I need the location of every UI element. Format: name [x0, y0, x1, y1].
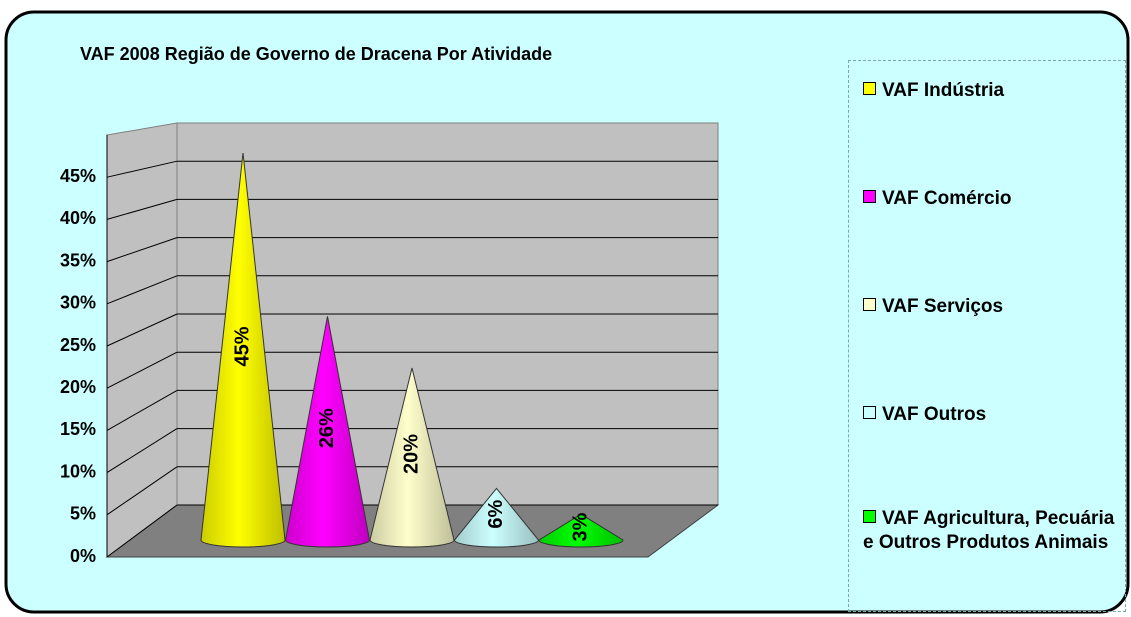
data-label: 20%: [400, 434, 422, 474]
grid-line: [106, 198, 178, 220]
legend-label: VAF Comércio: [882, 188, 1012, 209]
grid-line: [106, 160, 178, 178]
grid-line: [106, 504, 178, 558]
data-label: 6%: [485, 500, 507, 529]
grid-line: [106, 466, 178, 516]
grid-line: [106, 351, 178, 389]
y-tick-label: 0%: [70, 546, 96, 566]
grid-line: [106, 428, 178, 474]
cone: [200, 152, 286, 548]
legend-entry: VAF Comércio: [863, 187, 1118, 211]
data-label: 45%: [231, 326, 253, 366]
y-tick-label: 45%: [60, 166, 96, 186]
grid-line: [106, 313, 178, 347]
cone: [453, 487, 540, 548]
grid-line: [106, 275, 178, 305]
grid-line: [106, 237, 178, 263]
legend-label: VAF Indústria: [882, 80, 1005, 101]
legend-entry: VAF Agricultura, Pecuária e Outros Produ…: [863, 507, 1118, 555]
y-tick-label: 15%: [60, 419, 96, 439]
y-tick-label: 10%: [60, 461, 96, 481]
y-tick-label: 5%: [70, 504, 96, 524]
y-tick-label: 25%: [60, 335, 96, 355]
cone: [284, 316, 371, 548]
chart-title: VAF 2008 Região de Governo de Dracena Po…: [80, 44, 552, 64]
legend-label: VAF Serviços: [882, 296, 1004, 317]
legend-swatch: [863, 510, 876, 523]
cone: [538, 513, 624, 548]
legend-entry: VAF Indústria: [863, 79, 1118, 103]
legend-swatch: [863, 82, 876, 95]
legend-swatch: [863, 298, 876, 311]
side-wall: [106, 122, 178, 558]
y-tick-label: 30%: [60, 293, 96, 313]
legend-swatch: [863, 190, 876, 203]
data-label: 26%: [316, 408, 338, 448]
y-tick-label: 40%: [60, 208, 96, 228]
legend: VAF Indústria VAF Comércio VAF Serviços VAF…: [848, 60, 1126, 612]
legend-entry: VAF Serviços: [863, 295, 1118, 319]
data-label: 3%: [569, 512, 591, 541]
y-tick-label: 20%: [60, 377, 96, 397]
cone: [369, 367, 455, 548]
legend-entry: VAF Outros: [863, 403, 1118, 427]
grid-line: [106, 389, 178, 431]
legend-label: VAF Outros: [882, 404, 987, 425]
y-tick-label: 35%: [60, 250, 96, 270]
legend-swatch: [863, 406, 876, 419]
legend-label: VAF Agricultura, Pecuária e Outros Produ…: [863, 508, 1115, 553]
